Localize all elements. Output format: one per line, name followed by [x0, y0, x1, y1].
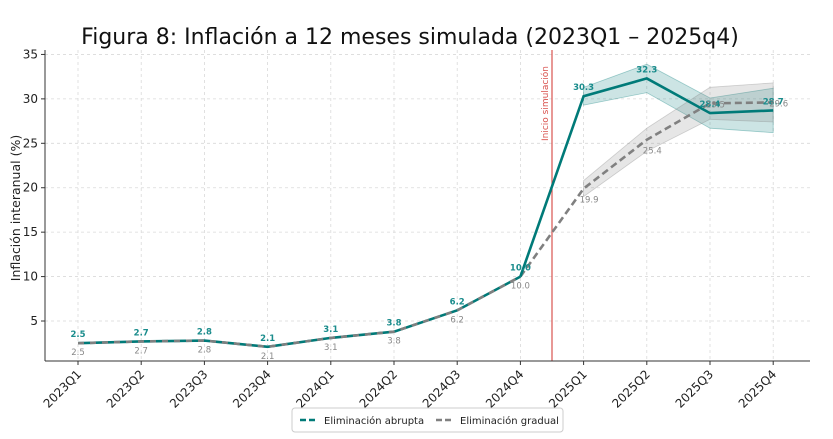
series-line-gradual-history — [77, 275, 522, 349]
data-label-abrupta: 32.3 — [636, 65, 657, 75]
x-tick-label: 2024Q2 — [357, 367, 401, 411]
data-label-abrupta: 3.8 — [386, 319, 401, 329]
data-label-abrupta: 6.2 — [450, 297, 465, 307]
data-label-abrupta: 3.1 — [323, 325, 338, 335]
data-label-gradual: 2.5 — [71, 348, 85, 358]
data-label-gradual: 2.8 — [198, 346, 212, 356]
series-line-gradual — [519, 101, 774, 278]
data-label-abrupta: 28.4 — [700, 100, 721, 110]
x-tick-label: 2025Q3 — [673, 367, 717, 411]
data-label-gradual: 6.2 — [450, 315, 464, 325]
y-tick-label: 10 — [23, 270, 38, 284]
legend-label-abrupta: Eliminación abrupta — [324, 415, 424, 427]
x-tick-label: 2023Q4 — [230, 367, 274, 411]
y-tick-label: 30 — [23, 92, 38, 106]
data-label-gradual: 3.8 — [387, 337, 401, 347]
y-tick-label: 35 — [23, 47, 38, 61]
data-labels: 2.5 2.7 2.8 2.1 3.1 3.8 6.2 10.0 30.3 32.3 28.4 28.… — [70, 65, 788, 361]
y-tick-label: 20 — [23, 181, 38, 195]
x-tick-label: 2023Q3 — [167, 367, 211, 411]
data-label-gradual: 2.1 — [261, 352, 275, 362]
y-tick-label: 5 — [30, 314, 38, 328]
series-lines — [77, 77, 774, 349]
data-label-gradual: 29.6 — [769, 99, 788, 109]
x-tick-label: 2025Q1 — [546, 367, 590, 411]
data-label-abrupta: 28.7 — [763, 97, 784, 107]
series-line-abrupta — [519, 77, 774, 278]
x-tick-label: 2023Q1 — [41, 367, 85, 411]
x-tick-label: 2024Q3 — [420, 367, 464, 411]
data-label-abrupta: 10.0 — [510, 264, 531, 274]
y-tick-label: 15 — [23, 225, 38, 239]
confidence-bands — [583, 63, 774, 198]
data-label-gradual: 2.7 — [134, 346, 148, 356]
data-label-abrupta: 2.1 — [260, 334, 275, 344]
chart-title: Figura 8: Inflación a 12 meses simulada … — [81, 25, 739, 50]
y-axis-label: Inflación interanual (%) — [8, 135, 23, 281]
x-tick-label: 2024Q4 — [483, 367, 527, 411]
legend-box — [291, 407, 564, 433]
data-label-abrupta: 2.8 — [197, 328, 212, 338]
data-label-abrupta: 2.5 — [70, 330, 85, 340]
data-label-gradual: 19.9 — [580, 196, 599, 206]
x-tick-label: 2023Q2 — [104, 367, 148, 411]
data-label-gradual: 25.4 — [643, 147, 662, 157]
legend-label-gradual: Eliminación gradual — [460, 415, 559, 427]
data-label-abrupta: 30.3 — [573, 83, 594, 93]
data-label-gradual: 29.5 — [706, 100, 725, 110]
confidence-band-abrupta — [583, 63, 774, 134]
grid — [45, 50, 810, 361]
y-tick-label: 25 — [23, 136, 38, 150]
data-label-abrupta: 2.7 — [134, 328, 149, 338]
simulation-start-label: Inicio simulación — [540, 66, 551, 141]
x-tick-label: 2024Q1 — [293, 367, 337, 411]
legend: Eliminación abrupta Eliminación gradual — [291, 407, 564, 433]
simulation-start-marker: Inicio simulación — [540, 50, 553, 361]
data-label-gradual: 3.1 — [324, 343, 338, 353]
x-tick-label: 2025Q2 — [609, 367, 653, 411]
data-label-gradual: 10.0 — [511, 282, 530, 292]
x-tick-label: 2025Q4 — [736, 367, 780, 411]
